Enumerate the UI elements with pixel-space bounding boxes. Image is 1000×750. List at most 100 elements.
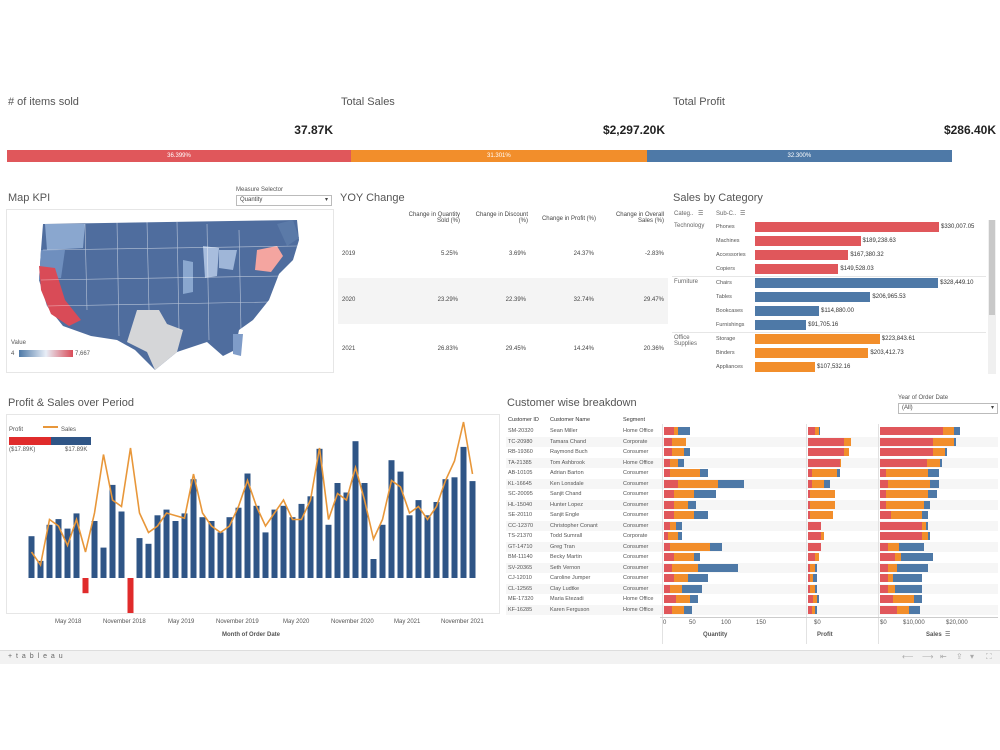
stacked-bar-segment[interactable] [820,532,825,540]
stacked-bar-segment[interactable] [672,563,698,572]
redo-icon[interactable]: ⟶ [922,652,934,661]
stacked-bar-segment[interactable] [888,584,895,593]
stacked-bar-segment[interactable] [815,563,817,572]
category-bar[interactable] [755,222,939,232]
profit-bar[interactable] [433,502,440,578]
stacked-bar-segment[interactable] [672,605,684,614]
stacked-bar-segment[interactable] [922,532,929,540]
stacked-bar-segment[interactable] [927,458,940,467]
stacked-bar-segment[interactable] [664,563,672,572]
stacked-bar-segment[interactable] [664,448,672,456]
stacked-bar-segment[interactable] [672,448,684,456]
profit-bar[interactable] [163,509,170,578]
download-icon[interactable]: ▾ [970,652,975,661]
stacked-bar-segment[interactable] [808,448,844,456]
profit-bar[interactable] [253,505,260,578]
col-category[interactable]: Categ.. [674,211,694,217]
stacked-bar-segment[interactable] [894,584,922,593]
profit-bar[interactable] [397,471,404,578]
share-icon[interactable]: ⇪ [956,652,963,661]
stacked-bar-segment[interactable] [909,605,920,614]
stacked-bar-segment[interactable] [664,605,672,614]
stacked-bar-segment[interactable] [664,490,674,498]
profit-bar[interactable] [208,521,215,578]
stacked-bar-segment[interactable] [953,427,960,435]
map-state-tx[interactable] [127,310,183,370]
map-state-mi[interactable] [203,246,219,278]
profit-bar[interactable] [325,524,332,578]
stacked-bar-segment[interactable] [888,563,897,572]
stacked-bar-segment[interactable] [808,584,810,593]
stacked-bar-segment[interactable] [664,574,674,582]
stacked-bar-segment[interactable] [815,553,819,561]
stacked-bar-segment[interactable] [928,532,931,540]
stacked-bar-segment[interactable] [939,458,942,467]
stacked-bar-segment[interactable] [808,553,816,561]
profit-bar[interactable] [37,560,44,578]
profit-bar[interactable] [298,503,305,578]
stacked-bar-segment[interactable] [674,511,694,519]
stacked-bar-segment[interactable] [674,490,694,498]
category-bar[interactable] [755,250,849,260]
stacked-bar-segment[interactable] [664,584,670,593]
share-segment-sales[interactable]: 31.301% [350,150,647,162]
profit-bar[interactable] [235,507,242,578]
stacked-bar-segment[interactable] [678,427,690,435]
profit-bar[interactable] [217,532,224,578]
stacked-bar-segment[interactable] [926,521,929,530]
table-row[interactable]: KL-16645 Ken Lonsdale Consumer [506,478,998,489]
profit-bar[interactable] [181,513,188,578]
profit-bar[interactable] [91,521,98,578]
table-row[interactable]: ME-17320 Maria Etezadi Home Office [506,594,998,604]
category-bar[interactable] [755,264,839,274]
profit-bar[interactable] [370,559,377,578]
stacked-bar-segment[interactable] [809,574,814,582]
table-row[interactable]: CC-12370 Christopher Conant Consumer [506,520,998,531]
profit-bar[interactable] [262,532,269,578]
profit-bar[interactable] [406,515,413,578]
map-state-wa[interactable] [45,224,85,250]
stacked-bar-segment[interactable] [808,511,810,519]
stacked-bar-segment[interactable] [676,595,690,603]
profit-bar[interactable] [442,479,449,578]
sort-icon[interactable]: ☰ [945,632,951,638]
share-segment-items[interactable]: 36.399% [7,150,351,162]
table-row[interactable]: AB-10105 Adrian Barton Consumer [506,468,998,478]
stacked-bar-segment[interactable] [664,427,674,435]
stacked-bar-segment[interactable] [815,584,817,593]
revert-icon[interactable]: ⇤ [940,652,947,661]
stacked-bar-segment[interactable] [892,595,914,603]
profit-bar[interactable] [244,473,251,579]
stacked-bar-segment[interactable] [913,595,922,603]
measure-selector[interactable]: Quantity ▾ [236,195,332,206]
stacked-bar-segment[interactable] [932,437,954,446]
profit-bar[interactable] [109,484,116,578]
stacked-bar-segment[interactable] [809,490,835,498]
stacked-bar-segment[interactable] [678,532,682,540]
stacked-bar-segment[interactable] [809,511,834,519]
profit-bar[interactable] [388,460,395,578]
stacked-bar-segment[interactable] [844,437,852,446]
stacked-bar-segment[interactable] [664,511,674,519]
table-row[interactable]: RB-19360 Raymond Buch Consumer [506,447,998,457]
stacked-bar-segment[interactable] [808,479,812,488]
stacked-bar-segment[interactable] [886,500,925,509]
profit-bar[interactable] [451,477,458,578]
undo-icon[interactable]: ⟵ [902,652,914,661]
table-row[interactable]: KF-16285 Karen Ferguson Home Office [506,604,998,615]
profit-sales-chart[interactable] [7,415,499,613]
stacked-bar-segment[interactable] [836,469,841,477]
stacked-bar-segment[interactable] [932,448,946,456]
category-bar[interactable] [755,306,820,316]
stacked-bar-segment[interactable] [664,521,670,530]
stacked-bar-segment[interactable] [886,469,929,477]
stacked-bar-segment[interactable] [943,427,954,435]
stacked-bar-segment[interactable] [880,479,889,488]
table-row[interactable]: GT-14710 Greg Tran Consumer [506,541,998,552]
stacked-bar-segment[interactable] [880,595,893,603]
stacked-bar-segment[interactable] [930,479,939,488]
stacked-bar-segment[interactable] [839,458,842,467]
stacked-bar-segment[interactable] [670,542,710,551]
stacked-bar-segment[interactable] [808,490,810,498]
profit-bar[interactable] [172,521,179,578]
